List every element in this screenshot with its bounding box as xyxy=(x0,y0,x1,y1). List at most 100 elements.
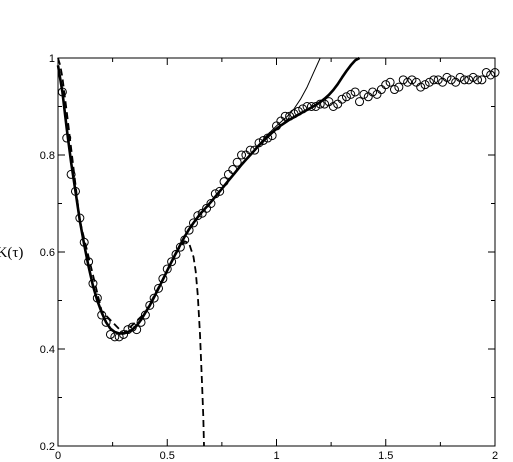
data-point xyxy=(389,85,399,95)
data-point xyxy=(486,70,496,80)
data-points-layer xyxy=(57,68,500,342)
data-point xyxy=(158,274,168,284)
data-point xyxy=(477,75,487,85)
data-point xyxy=(232,157,242,167)
data-point xyxy=(66,169,76,179)
data-point xyxy=(97,310,107,320)
data-point xyxy=(320,99,330,109)
data-point xyxy=(88,279,98,289)
data-point xyxy=(368,87,378,97)
fit-curve-thick xyxy=(56,56,361,335)
data-point xyxy=(62,133,72,143)
data-point xyxy=(123,325,133,335)
data-point xyxy=(464,75,474,85)
data-point xyxy=(359,89,369,99)
fit-curve-dashed xyxy=(57,57,205,447)
data-point xyxy=(254,138,264,148)
plot-frame xyxy=(57,57,496,447)
data-point xyxy=(481,68,491,78)
data-point xyxy=(306,102,316,111)
data-point xyxy=(114,332,124,342)
data-point xyxy=(420,80,430,90)
data-point xyxy=(57,87,67,97)
axis-ticks xyxy=(57,57,496,447)
data-point xyxy=(167,257,177,267)
data-point xyxy=(267,131,277,141)
data-point xyxy=(79,237,89,247)
data-point xyxy=(337,94,347,104)
data-point xyxy=(237,150,247,160)
data-point xyxy=(101,317,111,327)
data-point xyxy=(455,72,465,82)
data-point xyxy=(206,199,216,208)
data-point xyxy=(110,332,120,342)
data-point xyxy=(446,75,456,85)
data-point xyxy=(184,225,194,235)
data-point xyxy=(250,145,260,155)
data-point xyxy=(341,92,351,102)
data-point xyxy=(92,293,102,303)
data-point xyxy=(162,264,172,274)
y-tick-label: 0.2 xyxy=(40,441,55,453)
data-point xyxy=(468,72,478,82)
curves-layer xyxy=(56,56,361,447)
y-axis-label: K(τ) xyxy=(0,245,23,261)
data-point xyxy=(215,186,225,196)
data-point xyxy=(210,189,220,199)
tick-labels: 0 0.5 1 1.5 2 0.2 0.4 0.6 0.8 1 xyxy=(40,53,498,462)
data-point xyxy=(376,85,386,95)
data-point xyxy=(263,133,273,143)
x-tick-label: 2 xyxy=(492,450,498,462)
data-point xyxy=(289,109,299,119)
data-point xyxy=(442,72,452,82)
y-tick-label: 1 xyxy=(49,53,55,65)
data-point xyxy=(302,102,312,111)
data-point xyxy=(105,329,115,339)
data-point xyxy=(228,165,238,175)
data-point xyxy=(276,116,286,126)
data-point xyxy=(424,77,434,87)
data-point xyxy=(346,89,356,99)
data-point xyxy=(280,111,290,121)
data-point xyxy=(355,97,365,107)
data-point xyxy=(298,104,308,114)
data-point xyxy=(328,102,338,111)
data-point xyxy=(70,186,80,196)
data-point xyxy=(394,82,404,92)
data-point xyxy=(154,283,164,293)
data-point xyxy=(188,218,198,228)
data-point xyxy=(145,300,155,310)
data-point xyxy=(193,211,203,221)
data-point xyxy=(258,135,268,145)
x-tick-label: 0.5 xyxy=(160,450,175,462)
y-tick-label: 0.8 xyxy=(40,150,55,162)
data-point xyxy=(175,242,185,252)
y-tick-label: 0.4 xyxy=(40,344,55,356)
x-tick-label: 1 xyxy=(273,450,279,462)
data-point xyxy=(433,75,443,85)
data-point xyxy=(398,75,408,85)
data-point xyxy=(149,293,159,303)
data-point xyxy=(473,75,483,85)
data-point xyxy=(293,106,303,116)
data-point xyxy=(385,77,395,87)
y-tick-label: 0.6 xyxy=(40,247,55,259)
x-tick-label: 0 xyxy=(55,450,61,462)
data-point xyxy=(381,80,391,90)
data-point xyxy=(140,310,150,320)
data-point xyxy=(75,213,85,223)
data-point xyxy=(223,169,233,179)
x-tick-label: 1.5 xyxy=(378,450,393,462)
data-point xyxy=(84,257,94,267)
data-point xyxy=(132,325,142,335)
data-point xyxy=(311,102,321,111)
data-point xyxy=(416,82,426,92)
data-point xyxy=(490,68,500,78)
data-point xyxy=(136,317,146,327)
data-point xyxy=(127,322,137,332)
data-point xyxy=(315,99,325,109)
data-point xyxy=(285,111,295,121)
data-point xyxy=(407,75,417,85)
data-point xyxy=(459,75,469,85)
